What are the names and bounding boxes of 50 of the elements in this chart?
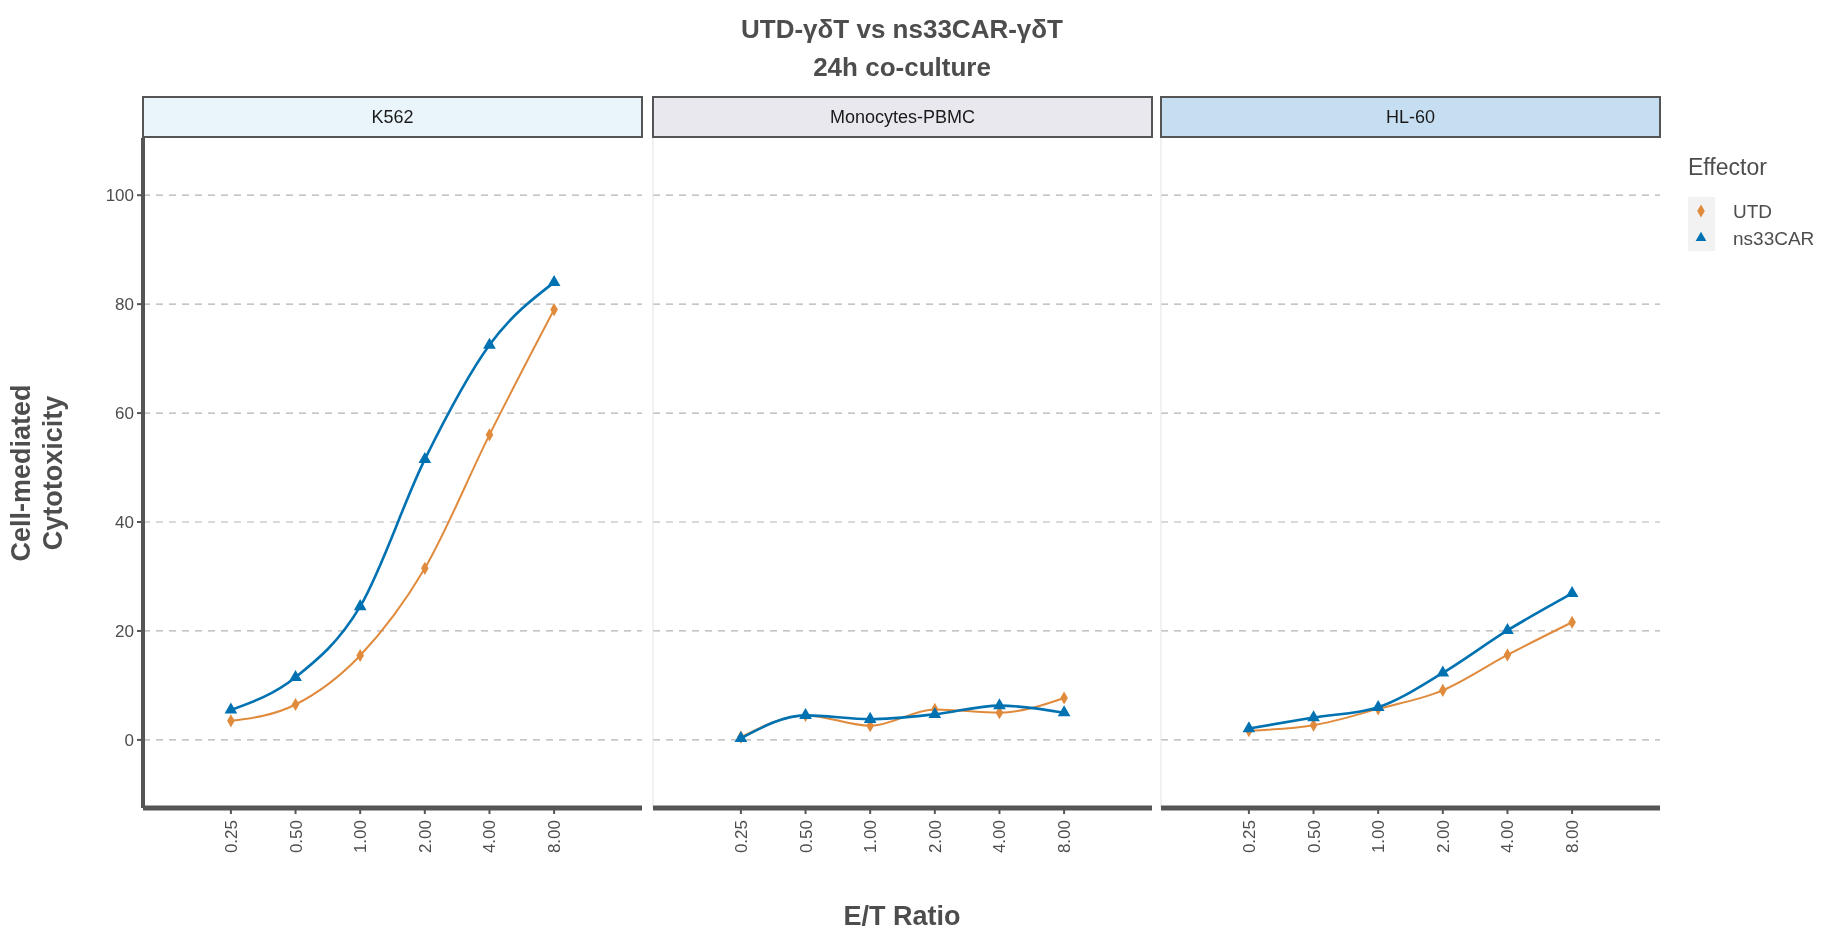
point <box>1371 699 1385 711</box>
x-axis-title: E/T Ratio <box>843 901 961 931</box>
x-tick-label: 0.25 <box>731 820 751 854</box>
y-tick-label: 0 <box>124 730 134 750</box>
text: UTD-γδT vs ns33CAR-γδT <box>741 14 1064 44</box>
point <box>928 706 942 718</box>
x-tick-label: 0.50 <box>796 820 816 854</box>
x-tick-label: 8.00 <box>1055 820 1075 854</box>
chart-title: K562 <box>371 107 414 127</box>
x-tick-label: 2.00 <box>415 820 435 854</box>
point <box>1307 710 1320 722</box>
x-tick-label: 0.25 <box>221 820 241 854</box>
y-tick-label: 80 <box>115 295 134 315</box>
point <box>1242 721 1256 733</box>
text: 24h co-culture <box>813 52 991 82</box>
legend-label: ns33CAR <box>1733 228 1815 249</box>
chart-title: HL-60 <box>1385 107 1436 127</box>
point <box>1436 665 1450 677</box>
point <box>1565 586 1579 598</box>
x-tick-label: 1.00 <box>351 820 371 854</box>
y-axis-title: Cell-mediated Cytotoxicity <box>6 384 68 562</box>
x-tick-label: 2.00 <box>1433 820 1453 854</box>
x-tick-label: 0.25 <box>1239 820 1259 854</box>
point <box>483 337 496 349</box>
x-tick-label: 0.50 <box>1304 820 1324 854</box>
x-tick-label: 4.00 <box>480 820 500 854</box>
x-tick-label: 1.00 <box>1369 820 1389 854</box>
point <box>418 452 432 464</box>
y-tick-label: 100 <box>105 186 134 206</box>
x-tick-label: 4.00 <box>990 820 1010 854</box>
y-tick-label: 40 <box>115 513 134 533</box>
point <box>993 698 1006 710</box>
point <box>353 599 367 611</box>
y-tick-label: 20 <box>115 621 134 641</box>
point <box>863 711 877 723</box>
x-tick-label: 4.00 <box>1498 820 1518 854</box>
x-tick-label: 2.00 <box>925 820 945 854</box>
point <box>289 669 302 681</box>
x-tick-label: 1.00 <box>861 820 881 854</box>
x-tick-label: 8.00 <box>545 820 565 854</box>
legend-label: UTD <box>1733 201 1773 222</box>
x-tick-label: 8.00 <box>1563 820 1583 854</box>
y-tick-label: 60 <box>115 404 134 424</box>
point <box>1057 705 1071 717</box>
point <box>1501 623 1514 635</box>
chart-title: Monocytes-PBMC <box>829 107 976 127</box>
point <box>547 275 561 287</box>
legend-title: Effector <box>1688 154 1768 180</box>
point <box>224 702 238 714</box>
x-tick-label: 0.50 <box>286 820 306 854</box>
